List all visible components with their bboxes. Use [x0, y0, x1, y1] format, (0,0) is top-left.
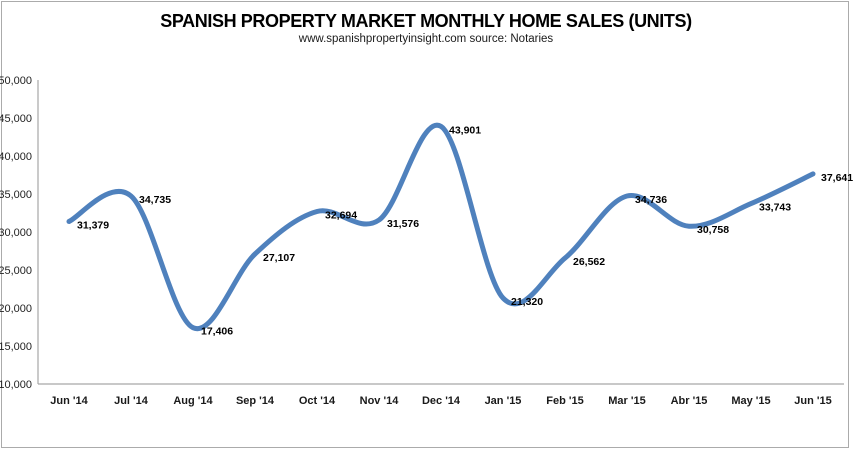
y-axis-tick-label: 30,000 — [0, 227, 32, 239]
x-axis-label: Jan '15 — [485, 395, 522, 407]
y-axis-tick-label: 15,000 — [0, 341, 32, 353]
data-point-label: 34,736 — [635, 194, 667, 206]
data-point-label: 34,735 — [139, 194, 171, 206]
y-axis-tick-label: 45,000 — [0, 113, 32, 125]
x-axis-label: Oct '14 — [299, 395, 336, 407]
x-axis-label: May '15 — [731, 395, 770, 407]
chart-title: SPANISH PROPERTY MARKET MONTHLY HOME SAL… — [160, 11, 692, 31]
data-point-label: 27,107 — [263, 252, 295, 264]
x-axis-label: Jun '15 — [794, 395, 831, 407]
data-point-label: 21,320 — [511, 296, 543, 308]
chart-subtitle: www.spanishpropertyinsight.com source: N… — [298, 33, 554, 45]
data-point-label: 32,694 — [325, 210, 357, 222]
x-axis-label: Mar '15 — [608, 395, 645, 407]
sales-line-series — [66, 122, 816, 332]
y-axis-tick-label: 20,000 — [0, 303, 32, 315]
x-axis-label: Jul '14 — [114, 395, 149, 407]
y-axis-tick-label: 50,000 — [0, 75, 32, 87]
data-point-label: 30,758 — [697, 224, 729, 236]
x-axis-label: Feb '15 — [546, 395, 583, 407]
data-point-label: 26,562 — [573, 256, 605, 268]
x-axis-label: Nov '14 — [360, 395, 400, 407]
x-axis-label: Abr '15 — [671, 395, 708, 407]
y-axis-tick-label: 25,000 — [0, 265, 32, 277]
x-axis-label: Aug '14 — [173, 395, 213, 407]
x-axis-label: Dec '14 — [422, 395, 461, 407]
y-axis-tick-label: 40,000 — [0, 151, 32, 163]
chart-header: SPANISH PROPERTY MARKET MONTHLY HOME SAL… — [0, 10, 852, 47]
y-axis-tick-label: 10,000 — [0, 379, 32, 391]
data-point-label: 17,406 — [201, 326, 233, 338]
data-point-label: 43,901 — [449, 124, 481, 136]
y-axis-tick-label: 35,000 — [0, 189, 32, 201]
data-point-label: 33,743 — [759, 202, 791, 214]
x-axis-label: Jun '14 — [50, 395, 88, 407]
x-axis-label: Sep '14 — [236, 395, 275, 407]
data-point-label: 31,379 — [77, 220, 109, 232]
data-point-label: 37,641 — [821, 172, 853, 184]
data-point-label: 31,576 — [387, 218, 419, 230]
